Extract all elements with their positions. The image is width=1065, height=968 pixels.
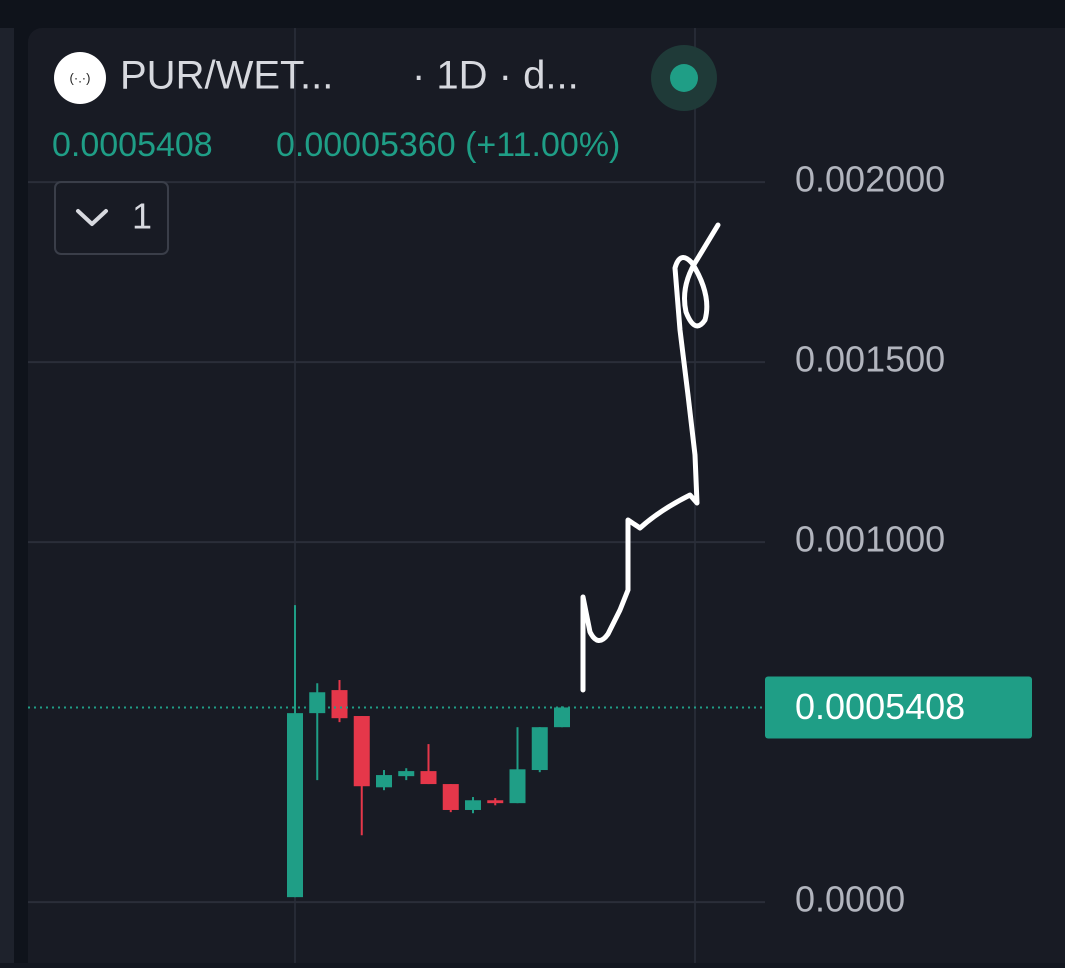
last-price-tag	[765, 676, 1032, 739]
plot	[28, 181, 765, 904]
token-icon-face: (·.·)	[70, 70, 91, 85]
pane-selector[interactable]	[54, 181, 169, 255]
candle-body	[465, 800, 481, 810]
candle-body	[398, 771, 415, 777]
y-tick-label: 0.002000	[795, 159, 945, 200]
freehand-drawing	[580, 222, 721, 693]
candle-body	[420, 771, 437, 785]
left-panel	[0, 28, 14, 963]
chevron-icon	[76, 209, 108, 226]
candle-body	[509, 769, 526, 804]
candle-body	[376, 775, 392, 788]
header-change: 0.00005360 (+11.00%)	[276, 126, 620, 164]
candle-body	[442, 784, 459, 810]
candle-body	[331, 690, 348, 719]
symbol[interactable]: PUR/WET...	[120, 54, 333, 98]
pane-count[interactable]: 1	[132, 196, 152, 237]
header-price: 0.0005408	[52, 126, 213, 164]
y-tick-label: 0.0000	[795, 879, 905, 920]
candle-body	[309, 692, 326, 714]
candle-body	[287, 713, 303, 898]
interval[interactable]: · 1D · d...	[412, 54, 579, 98]
candle-body	[487, 800, 504, 804]
candle-body	[531, 727, 548, 771]
y-tick-label: 0.001500	[795, 339, 945, 380]
status-dot	[670, 64, 698, 92]
candle-body	[554, 707, 570, 728]
last-price-label: 0.0005408	[795, 686, 965, 727]
candle-body	[353, 716, 370, 787]
y-tick-label: 0.001000	[795, 519, 945, 560]
token-icon	[54, 52, 106, 104]
